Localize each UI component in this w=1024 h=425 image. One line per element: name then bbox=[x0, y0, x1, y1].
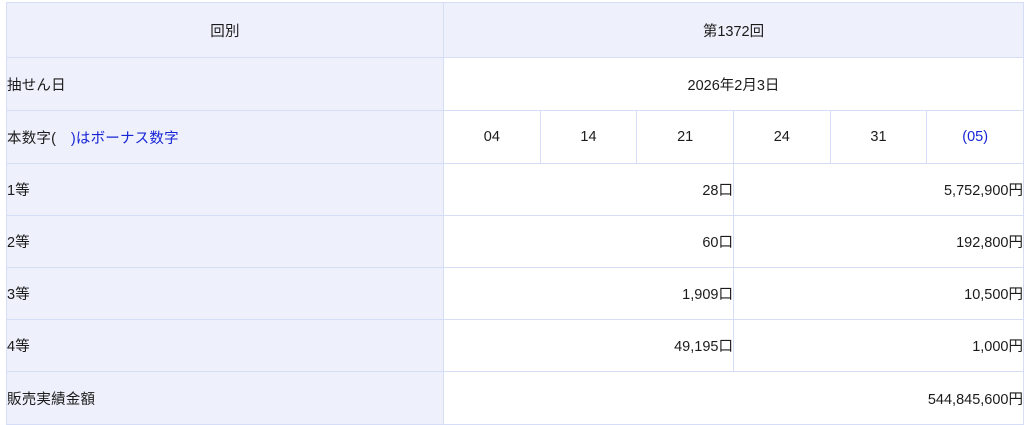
winning-number-5: 31 bbox=[829, 110, 928, 164]
bonus-number: (05) bbox=[926, 110, 1024, 164]
prize-rank-label: 1等 bbox=[6, 163, 444, 216]
table-row: 3等 1,909口 10,500円 bbox=[6, 267, 1024, 320]
sales-value: 544,845,600円 bbox=[443, 371, 1024, 425]
prize-amount: 192,800円 bbox=[732, 215, 1024, 268]
numbers-label-main: 本数字( bbox=[7, 130, 57, 147]
prize-amount: 5,752,900円 bbox=[732, 163, 1024, 216]
table-row: 2等 60口 192,800円 bbox=[6, 215, 1024, 268]
table-row-header: 回別 第1372回 bbox=[6, 2, 1024, 58]
prize-amount: 1,000円 bbox=[732, 319, 1024, 372]
prize-winner-count: 28口 bbox=[443, 163, 734, 216]
table-row: 1等 28口 5,752,900円 bbox=[6, 163, 1024, 216]
winning-number-2: 14 bbox=[539, 110, 638, 164]
table-row: 4等 49,195口 1,000円 bbox=[6, 319, 1024, 372]
winning-number-4: 24 bbox=[732, 110, 831, 164]
prize-rank-label: 4等 bbox=[6, 319, 444, 372]
numbers-label: 本数字( )はボーナス数字 bbox=[6, 110, 444, 164]
prize-amount: 10,500円 bbox=[732, 267, 1024, 320]
draw-date-value: 2026年2月3日 bbox=[443, 57, 1024, 111]
lottery-results-table: 回別 第1372回 抽せん日 2026年2月3日 本数字( )はボーナス数字 0… bbox=[6, 2, 1024, 425]
table-row-sales: 販売実績金額 544,845,600円 bbox=[6, 371, 1024, 425]
sales-label: 販売実績金額 bbox=[6, 371, 444, 425]
prize-rank-label: 3等 bbox=[6, 267, 444, 320]
table-row-numbers: 本数字( )はボーナス数字 04 14 21 24 31 (05) bbox=[6, 110, 1024, 164]
numbers-label-bonus-note: )はボーナス数字 bbox=[56, 130, 179, 147]
prize-winner-count: 60口 bbox=[443, 215, 734, 268]
draw-date-label: 抽せん日 bbox=[6, 57, 444, 111]
column-header-round-label: 回別 bbox=[6, 2, 444, 58]
table-row-draw-date: 抽せん日 2026年2月3日 bbox=[6, 57, 1024, 111]
prize-winner-count: 49,195口 bbox=[443, 319, 734, 372]
prize-rank-label: 2等 bbox=[6, 215, 444, 268]
round-number: 第1372回 bbox=[443, 2, 1024, 58]
winning-number-1: 04 bbox=[443, 110, 541, 164]
prize-winner-count: 1,909口 bbox=[443, 267, 734, 320]
winning-number-3: 21 bbox=[636, 110, 734, 164]
